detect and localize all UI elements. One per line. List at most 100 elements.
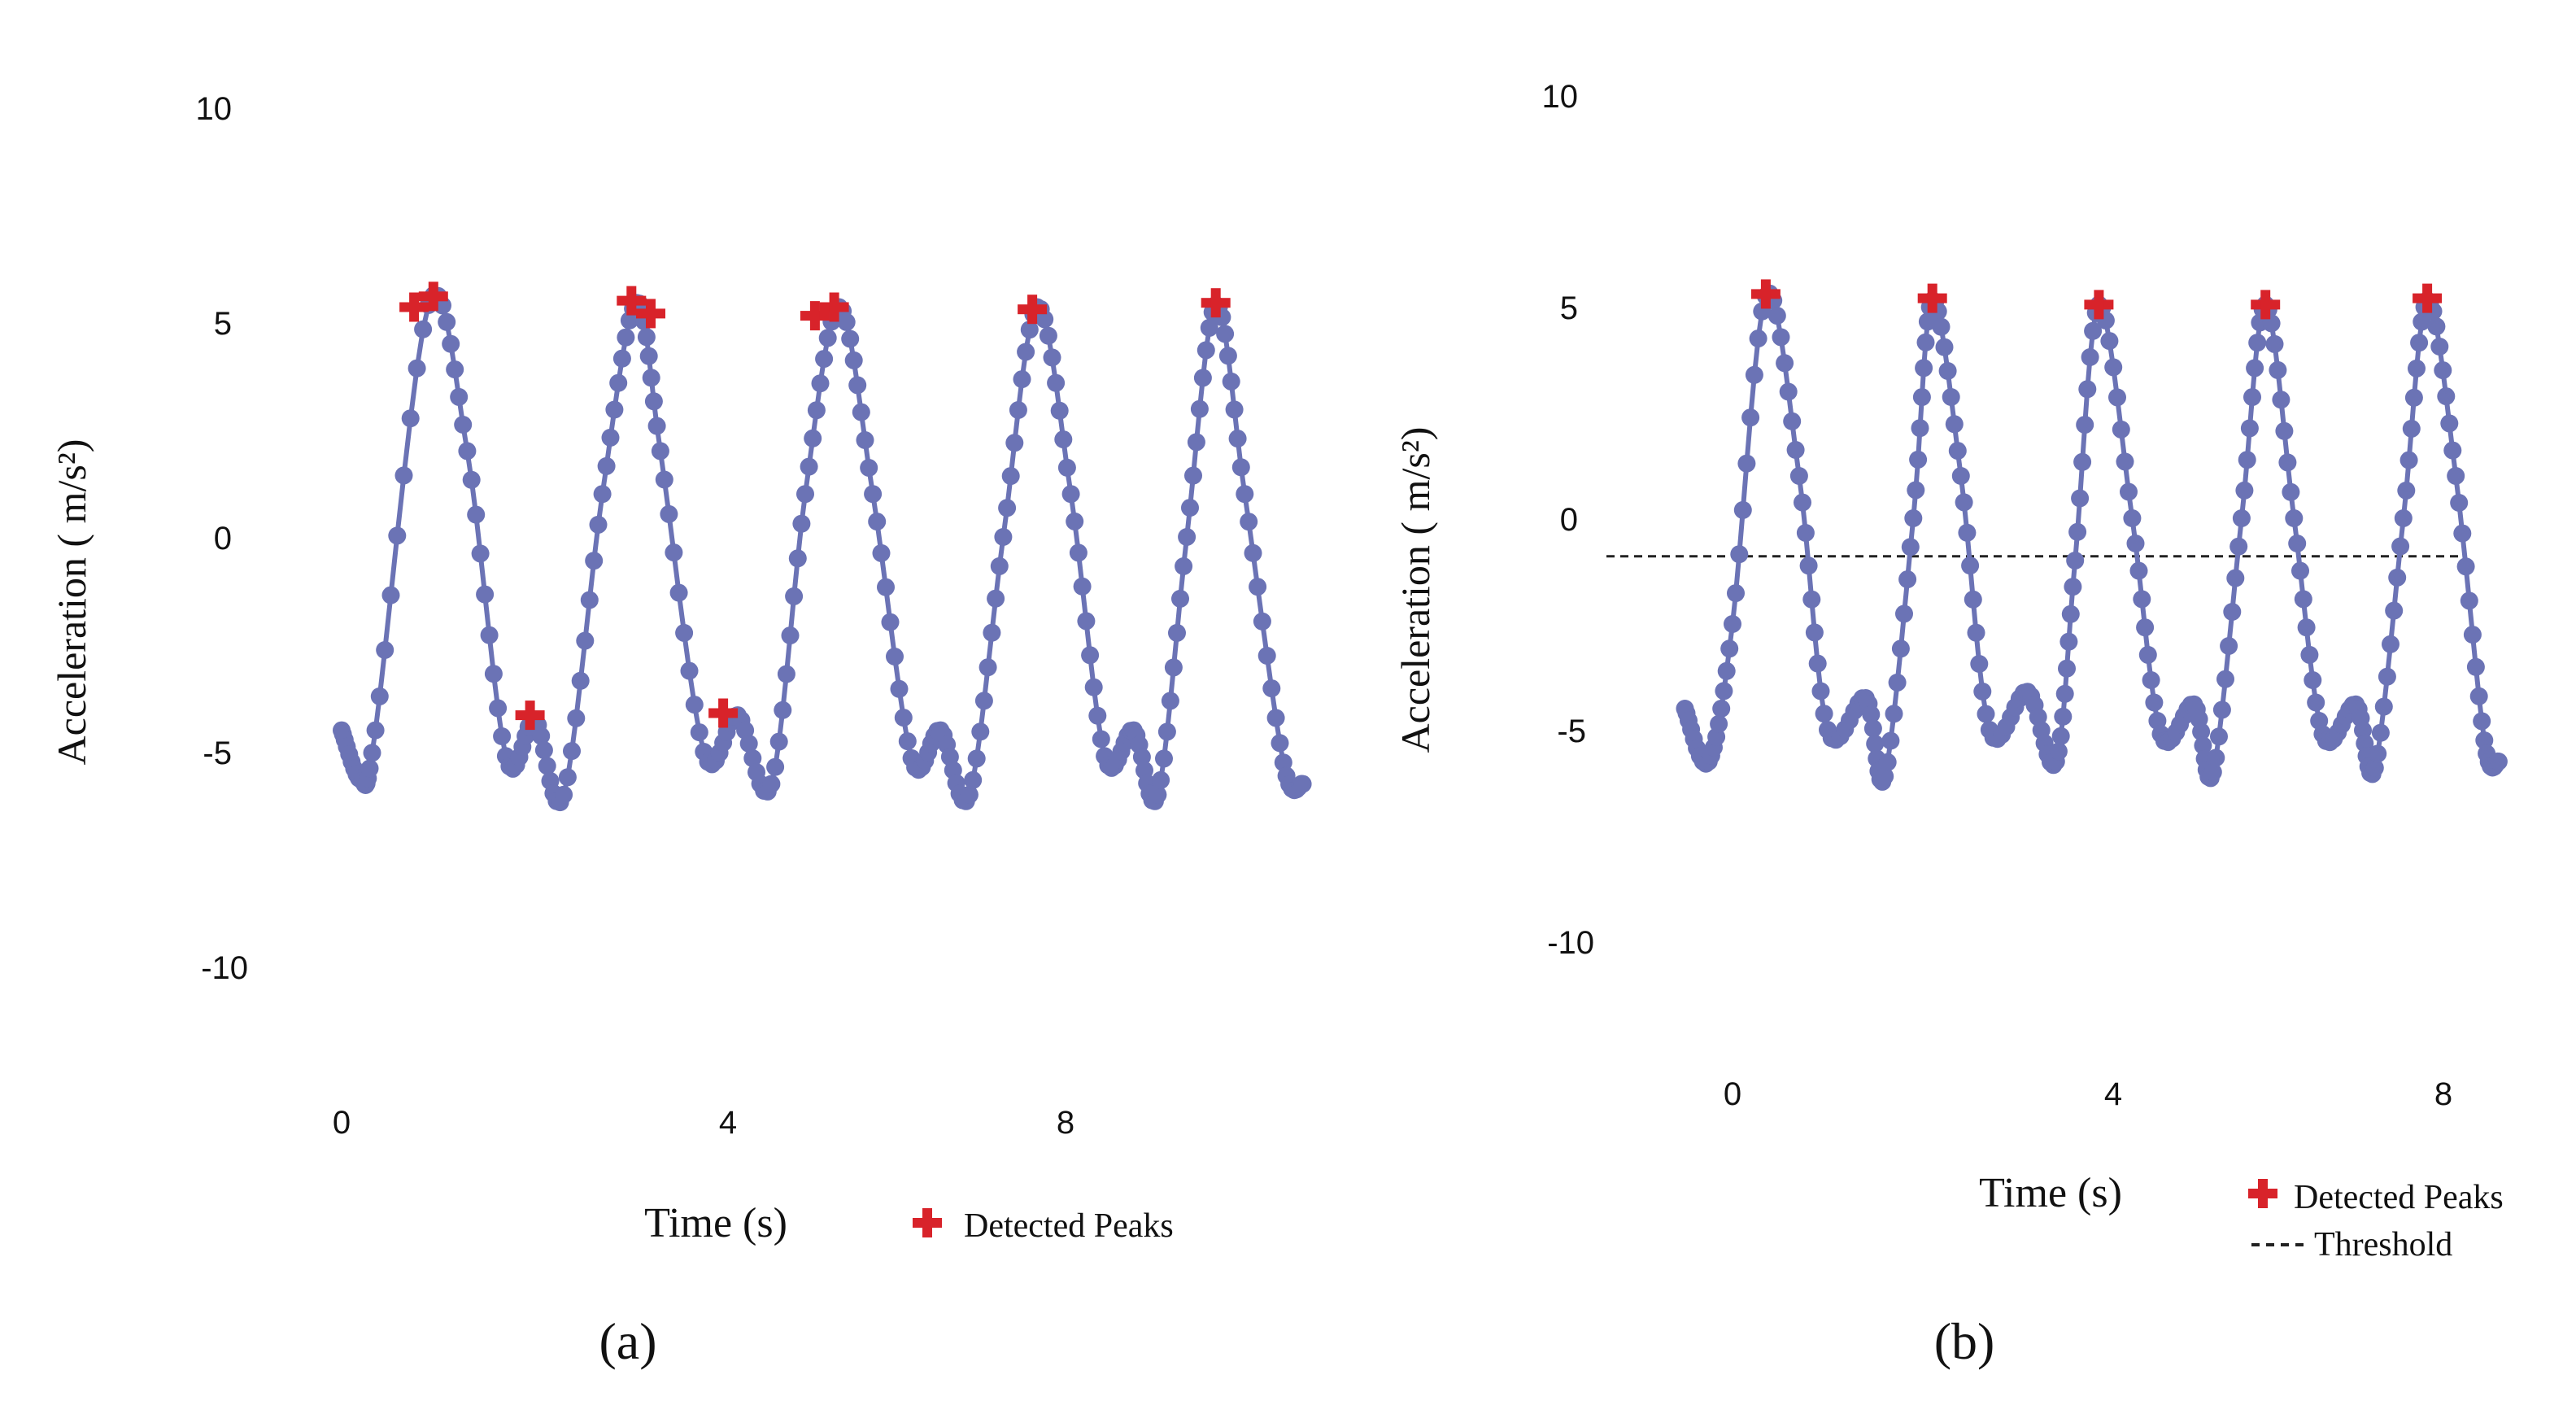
- data-point: [1799, 556, 1818, 575]
- data-point: [1796, 524, 1815, 542]
- ylabel-a: Acceleration ( m/s²): [49, 439, 94, 766]
- xtick-a-1: 4: [719, 1105, 737, 1141]
- data-point: [2285, 509, 2304, 527]
- data-point: [593, 485, 612, 504]
- data-point: [2104, 358, 2123, 377]
- data-point: [1168, 623, 1186, 642]
- data-point: [881, 613, 900, 631]
- data-point: [462, 470, 481, 489]
- data-point: [1710, 714, 1728, 733]
- peak-marker: [1917, 283, 1947, 313]
- data-point: [2288, 535, 2307, 552]
- peak-marker: [418, 282, 448, 312]
- data-point: [1911, 419, 1929, 438]
- data-point: [2235, 481, 2254, 500]
- data-point: [960, 785, 979, 804]
- data-point: [2142, 671, 2160, 689]
- peak-marker: [617, 286, 647, 316]
- peak-marker: [2413, 283, 2443, 313]
- data-point: [2385, 601, 2404, 620]
- data-point: [2240, 419, 2259, 438]
- data-point: [1958, 523, 1977, 542]
- xtick-b-1: 4: [2104, 1076, 2122, 1112]
- data-point: [567, 709, 586, 727]
- data-point: [401, 409, 420, 428]
- data-point: [864, 485, 883, 504]
- data-point: [2382, 635, 2399, 653]
- data-point: [1789, 467, 1808, 485]
- data-point: [1772, 328, 1790, 347]
- data-point: [1967, 623, 1985, 642]
- data-point: [538, 757, 556, 775]
- data-point: [1157, 722, 1176, 741]
- data-point: [1932, 317, 1951, 336]
- data-point: [2297, 618, 2316, 637]
- data-point: [800, 457, 818, 476]
- data-point: [2210, 727, 2228, 746]
- data-point: [2410, 334, 2429, 352]
- data-point: [2073, 452, 2092, 471]
- data-point: [940, 748, 959, 766]
- data-point: [1196, 341, 1215, 360]
- data-point: [2058, 659, 2076, 678]
- data-point: [2243, 388, 2261, 407]
- data-point: [605, 400, 624, 419]
- data-point: [2466, 657, 2485, 676]
- data-point: [1901, 538, 1920, 556]
- data-point: [774, 700, 792, 719]
- data-point: [2413, 312, 2431, 331]
- data-point: [665, 543, 683, 562]
- data-point: [571, 671, 590, 690]
- xlabel-a: Time (s): [644, 1200, 787, 1246]
- data-point: [1808, 654, 1827, 673]
- data-point: [998, 499, 1017, 517]
- data-point: [1061, 485, 1080, 504]
- data-point: [2291, 561, 2309, 580]
- data-point: [844, 351, 863, 369]
- data-point: [2269, 360, 2287, 379]
- data-point: [2076, 416, 2094, 434]
- data-point: [1218, 347, 1237, 365]
- data-point: [886, 648, 904, 666]
- peak-marker: [708, 698, 739, 728]
- data-point: [1951, 467, 1970, 485]
- data-point: [1266, 709, 1285, 727]
- data-point: [2084, 321, 2103, 340]
- data-point: [2272, 391, 2291, 409]
- data-point: [2475, 731, 2494, 749]
- data-point: [363, 744, 381, 762]
- peak-marker: [1018, 295, 1048, 325]
- data-point: [2402, 419, 2421, 438]
- data-point: [856, 431, 874, 449]
- data-point: [2203, 763, 2222, 781]
- data-point: [2066, 552, 2085, 570]
- data-point: [1178, 528, 1196, 546]
- data-point: [612, 349, 631, 368]
- data-point: [647, 417, 666, 435]
- data-point: [366, 721, 385, 740]
- data-point: [1066, 512, 1084, 530]
- data-point: [2440, 414, 2459, 433]
- data-point: [1715, 682, 1733, 700]
- data-point: [1767, 307, 1786, 325]
- data-point: [2136, 618, 2155, 637]
- ytick-a-3: -5: [203, 735, 232, 771]
- data-point: [1727, 584, 1745, 603]
- data-point: [1231, 458, 1250, 477]
- data-point: [563, 742, 581, 761]
- data-point: [1193, 369, 1212, 387]
- data-point: [2369, 744, 2387, 763]
- data-point: [990, 556, 1009, 575]
- data-point: [2220, 637, 2238, 655]
- data-point: [1175, 557, 1193, 575]
- panel-b: 10 5 0 -5 -10 0 4 8 Acceleration ( m/s²)…: [1393, 79, 2504, 1370]
- legend-a-peaks-label: Detected Peaks: [964, 1207, 1174, 1245]
- data-point: [2278, 453, 2297, 472]
- data-point: [2049, 742, 2068, 761]
- data-point: [1047, 373, 1066, 392]
- data-point: [675, 623, 694, 642]
- data-point: [1945, 415, 1964, 434]
- data-point: [2371, 723, 2390, 742]
- data-point: [2071, 489, 2090, 508]
- data-point: [804, 429, 822, 447]
